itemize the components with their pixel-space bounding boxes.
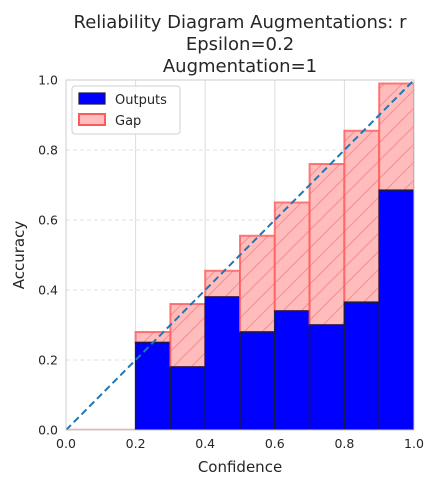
output-bar-7: [308, 324, 346, 430]
y-tick-label-3: 0.6: [38, 213, 58, 228]
x-axis-label: Confidence: [198, 458, 282, 476]
y-axis-label: Accuracy: [10, 221, 28, 290]
x-tick-label-1: 0.2: [126, 436, 146, 451]
x-tick-label-3: 0.6: [265, 436, 285, 451]
x-tick-label-2: 0.4: [195, 436, 215, 451]
bars: [66, 82, 414, 430]
legend-swatch-outputs: [78, 92, 106, 105]
output-bar-8: [343, 301, 380, 430]
plot-frame: [65, 79, 415, 431]
y-tick-label-4: 0.8: [38, 143, 58, 158]
output-bar-3: [169, 366, 206, 430]
x-tick-label-0: 0.0: [56, 436, 76, 451]
y-tick-label-5: 1.0: [38, 73, 58, 88]
gap-hatch-3: [169, 303, 207, 368]
legend-swatch-gap: [78, 113, 106, 126]
legend-label-outputs: Outputs: [115, 93, 167, 108]
output-bar-6: [274, 310, 311, 430]
legend: Outputs Gap: [71, 85, 181, 135]
y-tick-label-0: 0.0: [38, 423, 58, 438]
title-line-1: Reliability Diagram Augmentations: r: [74, 12, 408, 33]
x-axis-ticks: 0.0 0.2 0.4 0.6 0.8 1.0: [56, 436, 424, 451]
title-line-3: Augmentation=1: [163, 56, 317, 77]
y-axis-ticks: 0.0 0.2 0.4 0.6 0.8 1.0: [38, 73, 58, 438]
chart-title: Reliability Diagram Augmentations: r Eps…: [74, 12, 408, 77]
output-bar-9: [378, 189, 414, 430]
gap-hatch-8: [343, 129, 381, 304]
legend-label-gap: Gap: [115, 114, 141, 129]
output-bar-5: [239, 331, 276, 430]
x-tick-label-4: 0.8: [334, 436, 354, 451]
y-tick-label-1: 0.2: [38, 353, 58, 368]
gap-hatch-7: [308, 163, 346, 326]
title-line-2: Epsilon=0.2: [186, 34, 294, 55]
output-bar-4: [204, 296, 241, 430]
gap-hatch-2: [134, 331, 172, 344]
gap-hatch-6: [273, 201, 311, 312]
y-tick-label-2: 0.4: [38, 283, 58, 298]
x-tick-label-5: 1.0: [404, 436, 424, 451]
gap-hatch-9: [378, 82, 414, 192]
perfect-calibration-line: [66, 80, 414, 430]
output-bar-2: [134, 341, 172, 430]
gap-hatch-4: [204, 269, 241, 298]
